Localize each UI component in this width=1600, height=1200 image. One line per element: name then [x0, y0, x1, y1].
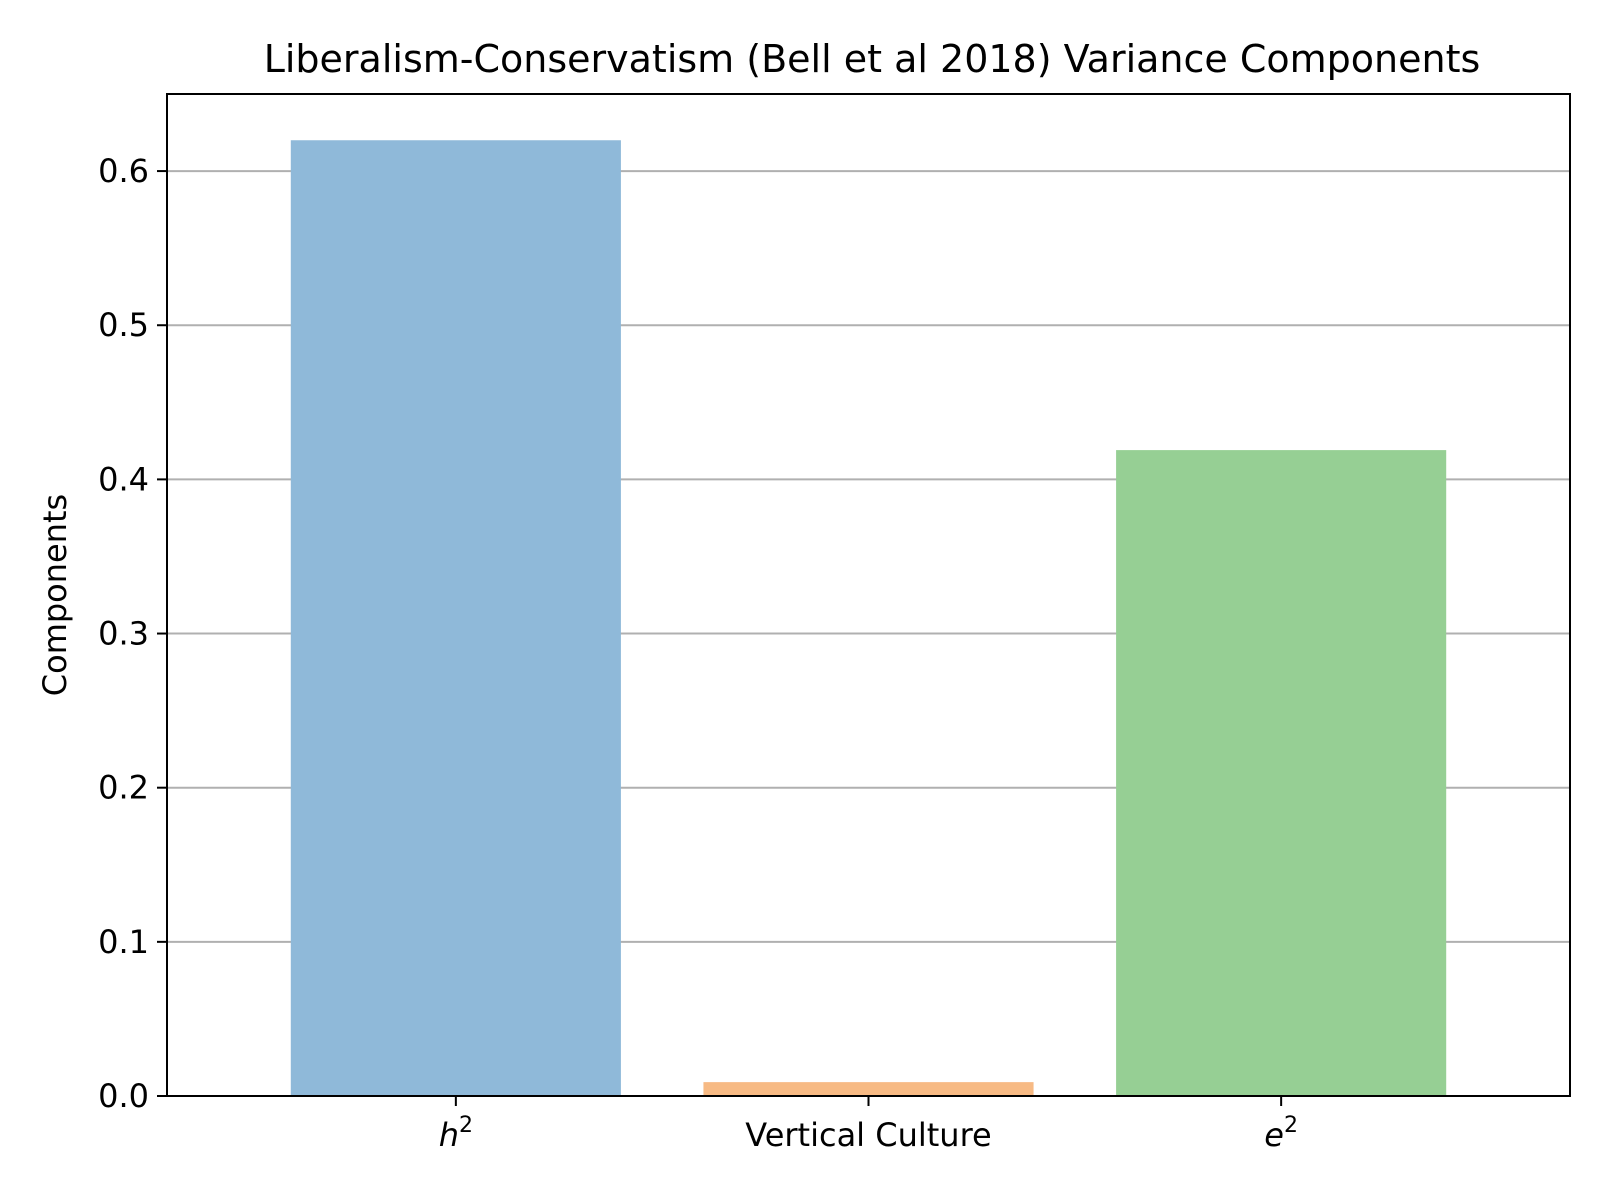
x-tick-label: h2 [439, 1113, 473, 1154]
x-axis: h2 Vertical Culture e2 [439, 1096, 1298, 1154]
x-tick-label: e2 [1264, 1113, 1298, 1154]
y-axis-label: Components [36, 494, 74, 696]
x-tick-label-superscript: 2 [1284, 1113, 1298, 1138]
y-tick-label: 0.0 [98, 1077, 149, 1115]
y-tick-label: 0.5 [98, 306, 149, 344]
bar [1116, 450, 1447, 1096]
bars [290, 140, 1447, 1096]
x-tick-label-text: Vertical Culture [745, 1116, 991, 1154]
x-tick-label: Vertical Culture [745, 1116, 991, 1154]
y-tick-label: 0.4 [98, 460, 149, 498]
y-axis: 0.0 0.1 0.2 0.3 0.4 0.5 0.6 [98, 152, 167, 1115]
y-tick-label: 0.1 [98, 923, 149, 961]
y-tick-label: 0.6 [98, 152, 149, 190]
bar [703, 1082, 1034, 1096]
x-tick-label-superscript: 2 [459, 1113, 473, 1138]
bar [290, 140, 621, 1096]
x-tick-label-text: h [439, 1116, 459, 1154]
chart-title: Liberalism-Conservatism (Bell et al 2018… [264, 37, 1481, 81]
x-tick-label-text: e [1264, 1116, 1284, 1154]
y-tick-label: 0.3 [98, 615, 149, 653]
y-tick-label: 0.2 [98, 769, 149, 807]
